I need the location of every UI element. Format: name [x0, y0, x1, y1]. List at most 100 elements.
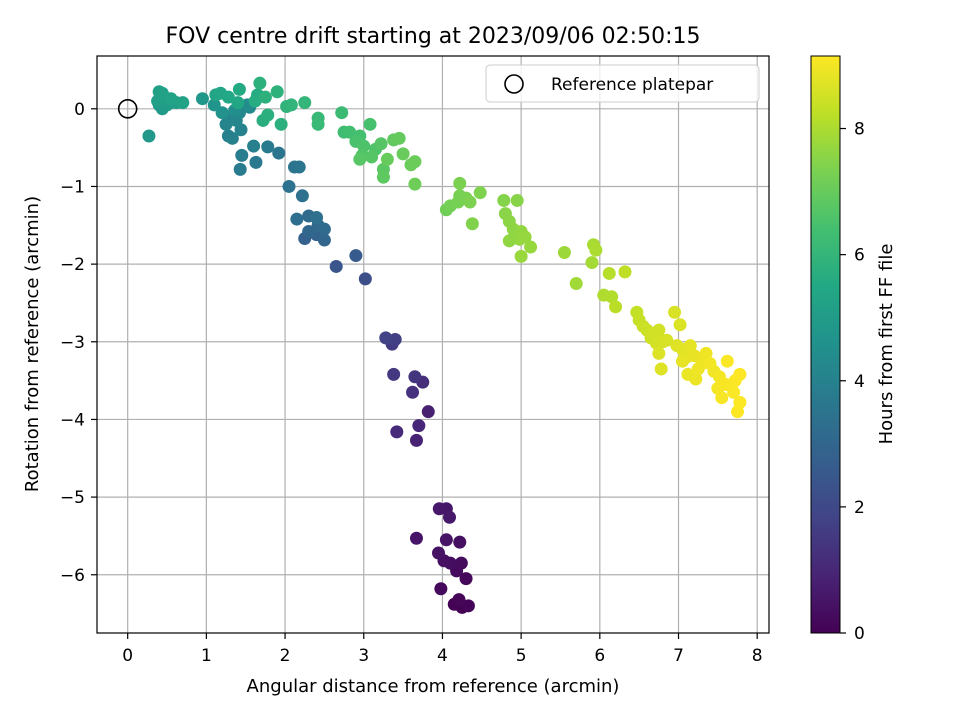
data-point [727, 385, 741, 399]
data-point [258, 90, 272, 104]
data-point [432, 502, 446, 516]
data-point [409, 433, 423, 447]
data-point [247, 139, 261, 153]
legend: Reference platepar [485, 64, 760, 103]
colorbar-tick-label: 2 [854, 498, 865, 518]
y-axis-label: Rotation from reference (arcmin) [22, 196, 43, 492]
legend-label-reference: Reference platepar [551, 75, 713, 95]
data-point [453, 176, 467, 190]
y-tick-label: −4 [60, 410, 85, 430]
y-tick-label: −6 [60, 566, 85, 586]
data-point [221, 90, 235, 104]
data-point [392, 131, 406, 145]
data-point [409, 531, 423, 545]
data-point [302, 225, 316, 239]
data-point [380, 152, 394, 166]
data-point [292, 160, 306, 174]
colorbar-ticks: 0 2 4 6 8 [840, 120, 865, 644]
data-point [376, 170, 390, 184]
data-point [207, 98, 221, 112]
data-point [290, 212, 304, 226]
data-point [452, 593, 466, 607]
data-point [232, 82, 246, 96]
x-tick-label: 7 [673, 646, 684, 666]
data-point [363, 117, 377, 131]
data-point [310, 211, 324, 225]
data-point [699, 346, 713, 360]
data-point [295, 189, 309, 203]
data-point [652, 323, 666, 337]
data-point [465, 217, 479, 231]
x-tick-label: 5 [516, 646, 527, 666]
data-point [408, 155, 422, 169]
data-point [284, 98, 298, 112]
data-point [673, 318, 687, 332]
plot-frame [96, 55, 770, 634]
data-point [231, 96, 245, 110]
data-point [390, 425, 404, 439]
data-point [317, 222, 331, 236]
data-point [683, 339, 697, 353]
x-tick-label: 1 [201, 646, 212, 666]
colorbar-tick-label: 0 [854, 624, 865, 644]
data-point [618, 265, 632, 279]
x-tick-label: 3 [358, 646, 369, 666]
legend-box [485, 64, 760, 103]
data-point [248, 94, 262, 108]
data-point [282, 179, 296, 193]
data-point [298, 96, 312, 110]
data-point [432, 546, 446, 560]
data-point [589, 243, 603, 257]
data-point [703, 357, 717, 371]
x-tick-label: 0 [122, 646, 133, 666]
y-axis-ticks: 0 −1 −2 −3 −4 −5 −6 [60, 100, 97, 586]
data-point [502, 234, 516, 248]
data-point [408, 177, 422, 191]
data-point [379, 331, 393, 345]
data-point [459, 572, 473, 586]
x-tick-label: 6 [594, 646, 605, 666]
data-point [609, 300, 623, 314]
data-points [142, 76, 747, 614]
data-point [602, 266, 616, 280]
data-point [353, 152, 367, 166]
colorbar-gradient [810, 55, 841, 634]
data-point [675, 354, 689, 368]
colorbar-tick-label: 4 [854, 372, 865, 392]
data-point [473, 186, 487, 200]
data-point [510, 193, 524, 207]
data-point [497, 193, 511, 207]
data-point [335, 106, 349, 120]
data-point [311, 117, 325, 131]
data-point [733, 395, 747, 409]
colorbar-tick-label: 8 [854, 120, 865, 140]
data-point [733, 367, 747, 381]
data-point [569, 277, 583, 291]
data-point [689, 372, 703, 386]
data-point [261, 140, 275, 154]
data-point [412, 419, 426, 433]
data-point [374, 137, 388, 151]
x-tick-label: 2 [280, 646, 291, 666]
data-point [421, 405, 435, 419]
data-point [261, 108, 275, 122]
data-point [142, 129, 156, 143]
legend-marker-reference [504, 74, 524, 94]
x-axis-ticks: 0 1 2 3 4 5 6 7 8 [122, 633, 763, 666]
data-point [557, 245, 571, 259]
data-point [461, 599, 475, 613]
data-point [514, 249, 528, 263]
data-point [660, 333, 674, 347]
data-point [176, 96, 190, 110]
y-tick-label: −3 [60, 333, 85, 353]
x-tick-label: 8 [752, 646, 763, 666]
data-point [454, 556, 468, 570]
data-point [235, 148, 249, 162]
x-tick-label: 4 [437, 646, 448, 666]
data-point [365, 150, 379, 164]
data-point [233, 162, 247, 176]
data-point [396, 147, 410, 161]
data-point [715, 391, 729, 405]
data-point [225, 131, 239, 145]
data-point [253, 76, 267, 90]
